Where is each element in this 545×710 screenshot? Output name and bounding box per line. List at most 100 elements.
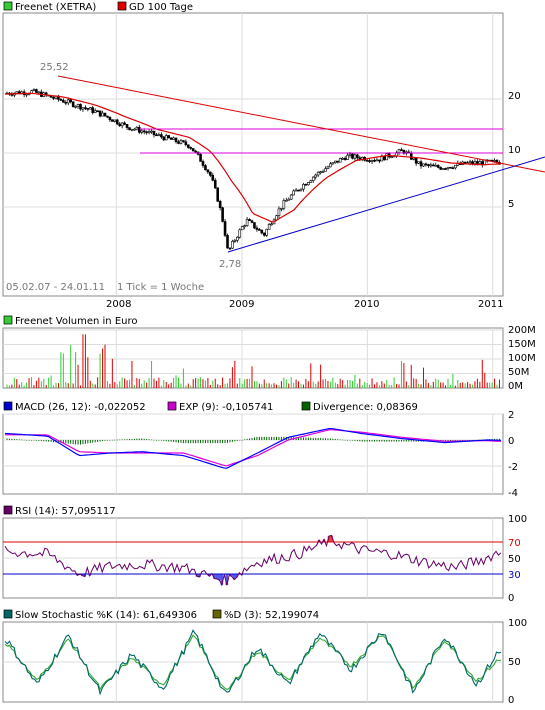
rsi-gridlines	[3, 518, 503, 598]
volume-bar	[302, 384, 304, 388]
volume-bar	[334, 382, 336, 388]
volume-bar	[400, 361, 402, 388]
divergence-bar	[322, 438, 324, 440]
divergence-bar	[307, 437, 309, 440]
candle-body	[378, 159, 381, 162]
rsi-y-tick: 30	[508, 570, 521, 581]
divergence-bar	[106, 440, 108, 441]
macd-y-axis: 2 0 -2 -4	[508, 410, 518, 499]
stoch-legend: Slow Stochastic %K (14): 61,649306 %D (3…	[3, 609, 319, 621]
candle-body	[255, 227, 259, 230]
candle-body	[111, 119, 114, 122]
candle-body	[162, 136, 166, 141]
stoch-y-tick: 50	[508, 657, 521, 668]
rsi-overbought-fill	[330, 535, 333, 542]
divergence-bar	[351, 440, 353, 441]
support-line	[227, 156, 545, 253]
divergence-bar	[410, 440, 412, 442]
volume-bar	[430, 385, 432, 388]
divergence-bar	[45, 440, 47, 442]
candle-body	[157, 134, 161, 136]
macd-y-tick: -2	[508, 462, 518, 473]
volume-bar	[224, 383, 226, 388]
candle-body	[201, 161, 205, 166]
candle-body	[98, 110, 102, 117]
volume-bar	[258, 383, 260, 388]
volume-bar	[364, 381, 366, 388]
candle-body	[436, 165, 440, 168]
divergence-bar	[231, 440, 233, 442]
candle-body	[431, 164, 435, 167]
candle-body	[120, 122, 124, 127]
divergence-bar	[35, 440, 37, 441]
divergence-bar	[121, 439, 123, 441]
volume-bar	[359, 378, 361, 388]
divergence-bar	[23, 439, 25, 441]
volume-bar	[349, 379, 351, 388]
candle-body	[145, 131, 148, 134]
divergence-bar	[109, 440, 111, 441]
divergence-bar	[13, 439, 15, 440]
volume-bar	[467, 382, 469, 388]
candle-body	[439, 167, 442, 170]
price-plot-frame	[2, 12, 504, 297]
candle-body	[133, 128, 136, 131]
candle-body	[321, 170, 325, 173]
volume-bar	[187, 383, 189, 388]
rsi-line	[4, 534, 502, 587]
volume-bar	[146, 382, 148, 388]
divergence-bar	[151, 439, 153, 441]
candle-body	[135, 127, 139, 130]
volume-bar	[342, 380, 344, 388]
legend-label-divergence: Divergence: 0,08369	[313, 402, 418, 413]
candle-body	[260, 229, 264, 234]
divergence-bar	[124, 439, 126, 440]
divergence-bar	[342, 439, 344, 441]
divergence-bar	[102, 440, 104, 442]
volume-y-axis: 200M 150M 100M 50M 0M	[508, 325, 536, 392]
candle-body	[79, 104, 82, 110]
volume-bar	[45, 384, 47, 388]
divergence-bar	[452, 440, 454, 442]
divergence-bar	[462, 440, 464, 441]
legend-label-stoch-d: %D (3): 52,199074	[224, 610, 319, 621]
volume-bar	[65, 382, 67, 388]
divergence-bar	[50, 440, 52, 442]
candle-body	[113, 119, 117, 122]
candle-body	[473, 161, 477, 165]
candle-body	[167, 135, 170, 139]
volume-plot-frame	[2, 327, 504, 389]
volume-bar	[8, 385, 10, 388]
divergence-bar	[165, 440, 167, 442]
volume-bar	[280, 381, 282, 388]
divergence-bar	[75, 440, 77, 445]
volume-bar	[405, 381, 407, 388]
annotation-low: 2,78	[219, 259, 241, 270]
volume-bar	[239, 378, 241, 388]
volume-bar	[170, 382, 172, 388]
volume-bar	[423, 367, 424, 388]
divergence-bar	[212, 440, 214, 444]
volume-bar	[310, 363, 312, 388]
volume-bar	[87, 357, 89, 388]
candle-body	[444, 168, 447, 170]
rsi-oversold-fill	[225, 574, 229, 586]
candle-body	[89, 107, 92, 110]
volume-bar	[175, 375, 177, 388]
divergence-bar	[413, 440, 415, 442]
candle-body	[174, 137, 178, 143]
x-axis: 2008 2009 2010 2011	[106, 299, 503, 310]
volume-bar	[496, 384, 498, 388]
divergence-bar	[364, 440, 366, 442]
rsi-oversold-fill	[215, 574, 219, 579]
divergence-bar	[227, 440, 228, 443]
candle-body	[15, 91, 19, 94]
divergence-bar	[383, 440, 385, 442]
candle-body	[59, 99, 63, 101]
volume-bar	[347, 380, 349, 388]
volume-bar	[383, 383, 385, 388]
divergence-bar	[300, 437, 302, 440]
volume-bar	[376, 382, 378, 388]
divergence-bar	[87, 440, 89, 444]
candle-body	[10, 94, 14, 96]
